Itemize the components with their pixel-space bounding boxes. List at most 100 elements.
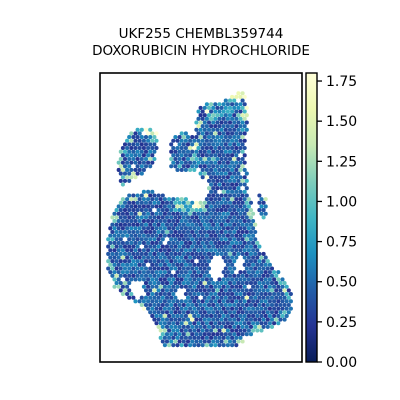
spot (158, 211, 163, 216)
spot (255, 292, 260, 297)
spot (164, 251, 170, 256)
spot (232, 259, 237, 264)
spot (164, 339, 170, 344)
spot (263, 284, 268, 289)
spot (127, 208, 132, 213)
spot (152, 222, 157, 227)
spot (240, 317, 245, 322)
spot (246, 240, 251, 245)
spot (255, 328, 260, 333)
spot (272, 277, 277, 282)
spot (209, 138, 214, 143)
spot (234, 335, 239, 340)
spot (146, 219, 151, 224)
spot (150, 299, 155, 304)
spot (162, 343, 167, 348)
spot (188, 335, 193, 340)
spot (173, 208, 178, 213)
spot (240, 288, 245, 293)
spot (183, 226, 188, 231)
spot (110, 215, 115, 220)
spot (221, 138, 226, 143)
spot (202, 281, 207, 286)
spot (120, 153, 125, 158)
spot (234, 313, 239, 319)
spot (112, 284, 117, 289)
spot (246, 299, 251, 304)
spot (211, 222, 216, 227)
spot (206, 222, 212, 227)
spot (215, 215, 220, 220)
spot (150, 262, 155, 267)
spot (190, 244, 195, 249)
spot (204, 160, 209, 165)
spot (232, 142, 237, 147)
spot (248, 200, 254, 205)
spot (120, 248, 125, 253)
spot (242, 240, 247, 245)
spot (154, 262, 159, 267)
spot (185, 251, 191, 256)
spot (181, 244, 186, 249)
spot (223, 332, 228, 337)
spot (244, 244, 249, 249)
spot (221, 255, 226, 260)
spot (227, 149, 233, 154)
spot (194, 142, 199, 147)
spot (181, 142, 186, 147)
spot (141, 270, 146, 275)
spot (255, 313, 260, 319)
spot (152, 215, 157, 220)
spot (106, 266, 111, 271)
spot (118, 149, 123, 154)
spot (125, 255, 130, 260)
spot (209, 284, 214, 289)
spot (156, 273, 161, 278)
spot (213, 131, 218, 136)
spot (200, 219, 205, 224)
spot (146, 277, 151, 282)
spot (236, 332, 241, 337)
spot (204, 270, 209, 275)
spot (261, 281, 266, 286)
spot (230, 335, 235, 340)
spot (217, 328, 222, 333)
spot (185, 222, 191, 227)
spot (206, 273, 212, 278)
spot (169, 156, 174, 162)
spot (122, 259, 128, 264)
spot (154, 313, 159, 319)
spot (169, 295, 174, 300)
spot (242, 131, 247, 136)
spot (217, 292, 222, 297)
spot (238, 167, 243, 172)
spot (215, 288, 220, 293)
spot (196, 160, 201, 165)
spot (196, 248, 201, 253)
spot (129, 167, 134, 172)
spot (131, 193, 136, 198)
spot (230, 109, 235, 114)
spot (164, 215, 170, 220)
spot (114, 237, 119, 242)
spot (223, 317, 228, 322)
spot (238, 109, 243, 114)
spot (156, 259, 161, 264)
spot (179, 138, 184, 143)
spot (150, 160, 155, 165)
spot (200, 335, 205, 340)
spot (230, 270, 235, 275)
spot (190, 222, 195, 227)
spot (110, 251, 115, 256)
spot (206, 113, 212, 118)
spot (227, 310, 233, 315)
spot (217, 131, 222, 136)
spot (160, 288, 165, 293)
spot (234, 233, 239, 238)
spot (238, 175, 243, 180)
spot (242, 328, 247, 333)
spot (209, 219, 214, 224)
spot (137, 248, 142, 253)
spot (116, 233, 121, 238)
spot (112, 211, 117, 216)
